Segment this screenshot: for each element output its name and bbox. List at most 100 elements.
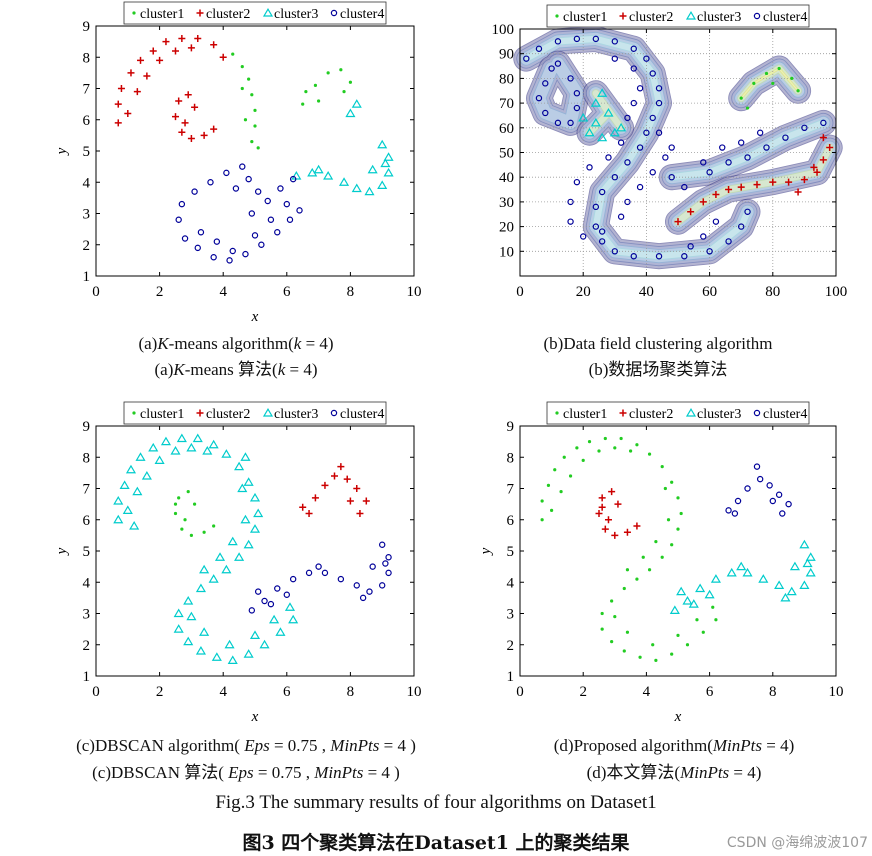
data-point xyxy=(113,496,124,505)
data-point xyxy=(383,152,394,161)
contour-line xyxy=(532,56,584,130)
data-point xyxy=(725,159,732,166)
legend-label: cluster3 xyxy=(697,10,741,25)
data-point xyxy=(274,585,281,592)
legend-label: cluster3 xyxy=(274,407,318,422)
data-point xyxy=(559,490,563,494)
data-point xyxy=(710,574,721,583)
data-point xyxy=(304,90,308,94)
data-point xyxy=(598,494,606,502)
y-axis-label: y xyxy=(54,147,70,156)
data-point xyxy=(753,463,761,470)
data-point xyxy=(685,11,697,20)
data-point xyxy=(229,247,236,255)
x-tick-label: 0 xyxy=(516,684,524,700)
data-point xyxy=(550,508,554,512)
data-point xyxy=(711,605,715,609)
data-point xyxy=(605,154,612,161)
series-cluster1 xyxy=(540,436,718,662)
data-point xyxy=(243,539,254,549)
data-point xyxy=(584,127,595,137)
caption-d-prefix: (d)Proposed algorithm( xyxy=(553,736,713,755)
data-point xyxy=(726,567,737,577)
data-point xyxy=(554,60,562,67)
y-tick-label: 5 xyxy=(507,544,515,560)
data-point xyxy=(330,9,338,17)
data-point xyxy=(267,216,275,223)
x-tick-label: 100 xyxy=(825,284,848,300)
data-point xyxy=(641,555,645,559)
data-point xyxy=(799,580,810,589)
data-point xyxy=(635,577,639,581)
caption-c-cn-end: = 4 ) xyxy=(363,763,400,782)
data-point xyxy=(313,83,318,87)
data-point xyxy=(616,122,627,132)
caption-d-cn-prefix: (d)本文算法( xyxy=(586,763,681,782)
data-point xyxy=(794,188,802,196)
caption-c-cn-eps: Eps xyxy=(228,763,254,782)
data-point xyxy=(364,186,375,196)
legend: cluster1 cluster2 cluster3 cluster4 xyxy=(546,4,810,28)
caption-a-cn-rest: -means 算法( xyxy=(184,360,278,379)
data-point xyxy=(614,500,622,508)
data-point xyxy=(682,596,693,605)
data-point xyxy=(224,639,235,649)
data-point xyxy=(240,514,251,524)
data-point xyxy=(156,56,164,64)
data-point xyxy=(714,618,718,622)
y-tick-label: 2 xyxy=(507,638,515,654)
data-point xyxy=(353,485,361,492)
y-tick-label: 50 xyxy=(499,146,514,162)
data-point xyxy=(337,575,345,583)
legend: cluster1 cluster2 cluster3 cluster4 xyxy=(123,1,387,25)
data-point xyxy=(734,497,742,505)
data-point xyxy=(258,241,265,248)
x-tick-label: 4 xyxy=(219,284,227,300)
data-point xyxy=(227,536,238,546)
data-point xyxy=(173,624,184,633)
data-point xyxy=(725,186,733,194)
caption-d-cn-end: = 4) xyxy=(729,763,762,782)
data-point xyxy=(160,436,172,446)
data-point xyxy=(651,643,655,647)
data-point xyxy=(321,569,329,577)
data-point xyxy=(191,188,198,195)
contour-gap xyxy=(586,90,625,136)
data-point xyxy=(712,218,720,225)
data-point xyxy=(243,118,248,122)
data-point xyxy=(805,552,816,561)
data-point xyxy=(299,503,307,511)
data-point xyxy=(624,159,631,166)
data-point xyxy=(611,531,619,539)
caption-d-end: = 4) xyxy=(761,736,795,755)
data-point xyxy=(194,35,202,42)
caption-c-prefix: (c)DBSCAN algorithm( xyxy=(76,736,245,755)
data-point xyxy=(633,522,641,530)
data-point xyxy=(114,119,122,127)
data-point xyxy=(348,80,352,84)
data-point xyxy=(701,630,705,634)
data-point xyxy=(685,408,697,417)
x-tick-label: 2 xyxy=(579,684,587,700)
caption-b-cn: (b)数据场聚类算法 xyxy=(440,360,872,380)
data-point xyxy=(676,496,680,500)
data-point xyxy=(195,646,206,655)
x-tick-label: 2 xyxy=(156,684,164,700)
contour-gap xyxy=(523,35,751,260)
data-point xyxy=(345,108,356,118)
data-point xyxy=(143,72,151,80)
data-point xyxy=(725,507,732,514)
data-point xyxy=(598,188,606,196)
data-point xyxy=(250,140,254,144)
data-point xyxy=(756,129,764,136)
y-tick-label: 7 xyxy=(83,82,91,98)
x-tick-label: 40 xyxy=(639,284,654,300)
data-point xyxy=(636,85,644,92)
data-point xyxy=(239,163,246,170)
x-axis-label: x xyxy=(251,309,259,325)
data-point xyxy=(383,167,394,177)
y-tick-label: 7 xyxy=(83,482,91,498)
y-tick-label: 3 xyxy=(507,607,515,623)
y-tick-label: 6 xyxy=(507,513,515,529)
data-point xyxy=(132,11,136,15)
